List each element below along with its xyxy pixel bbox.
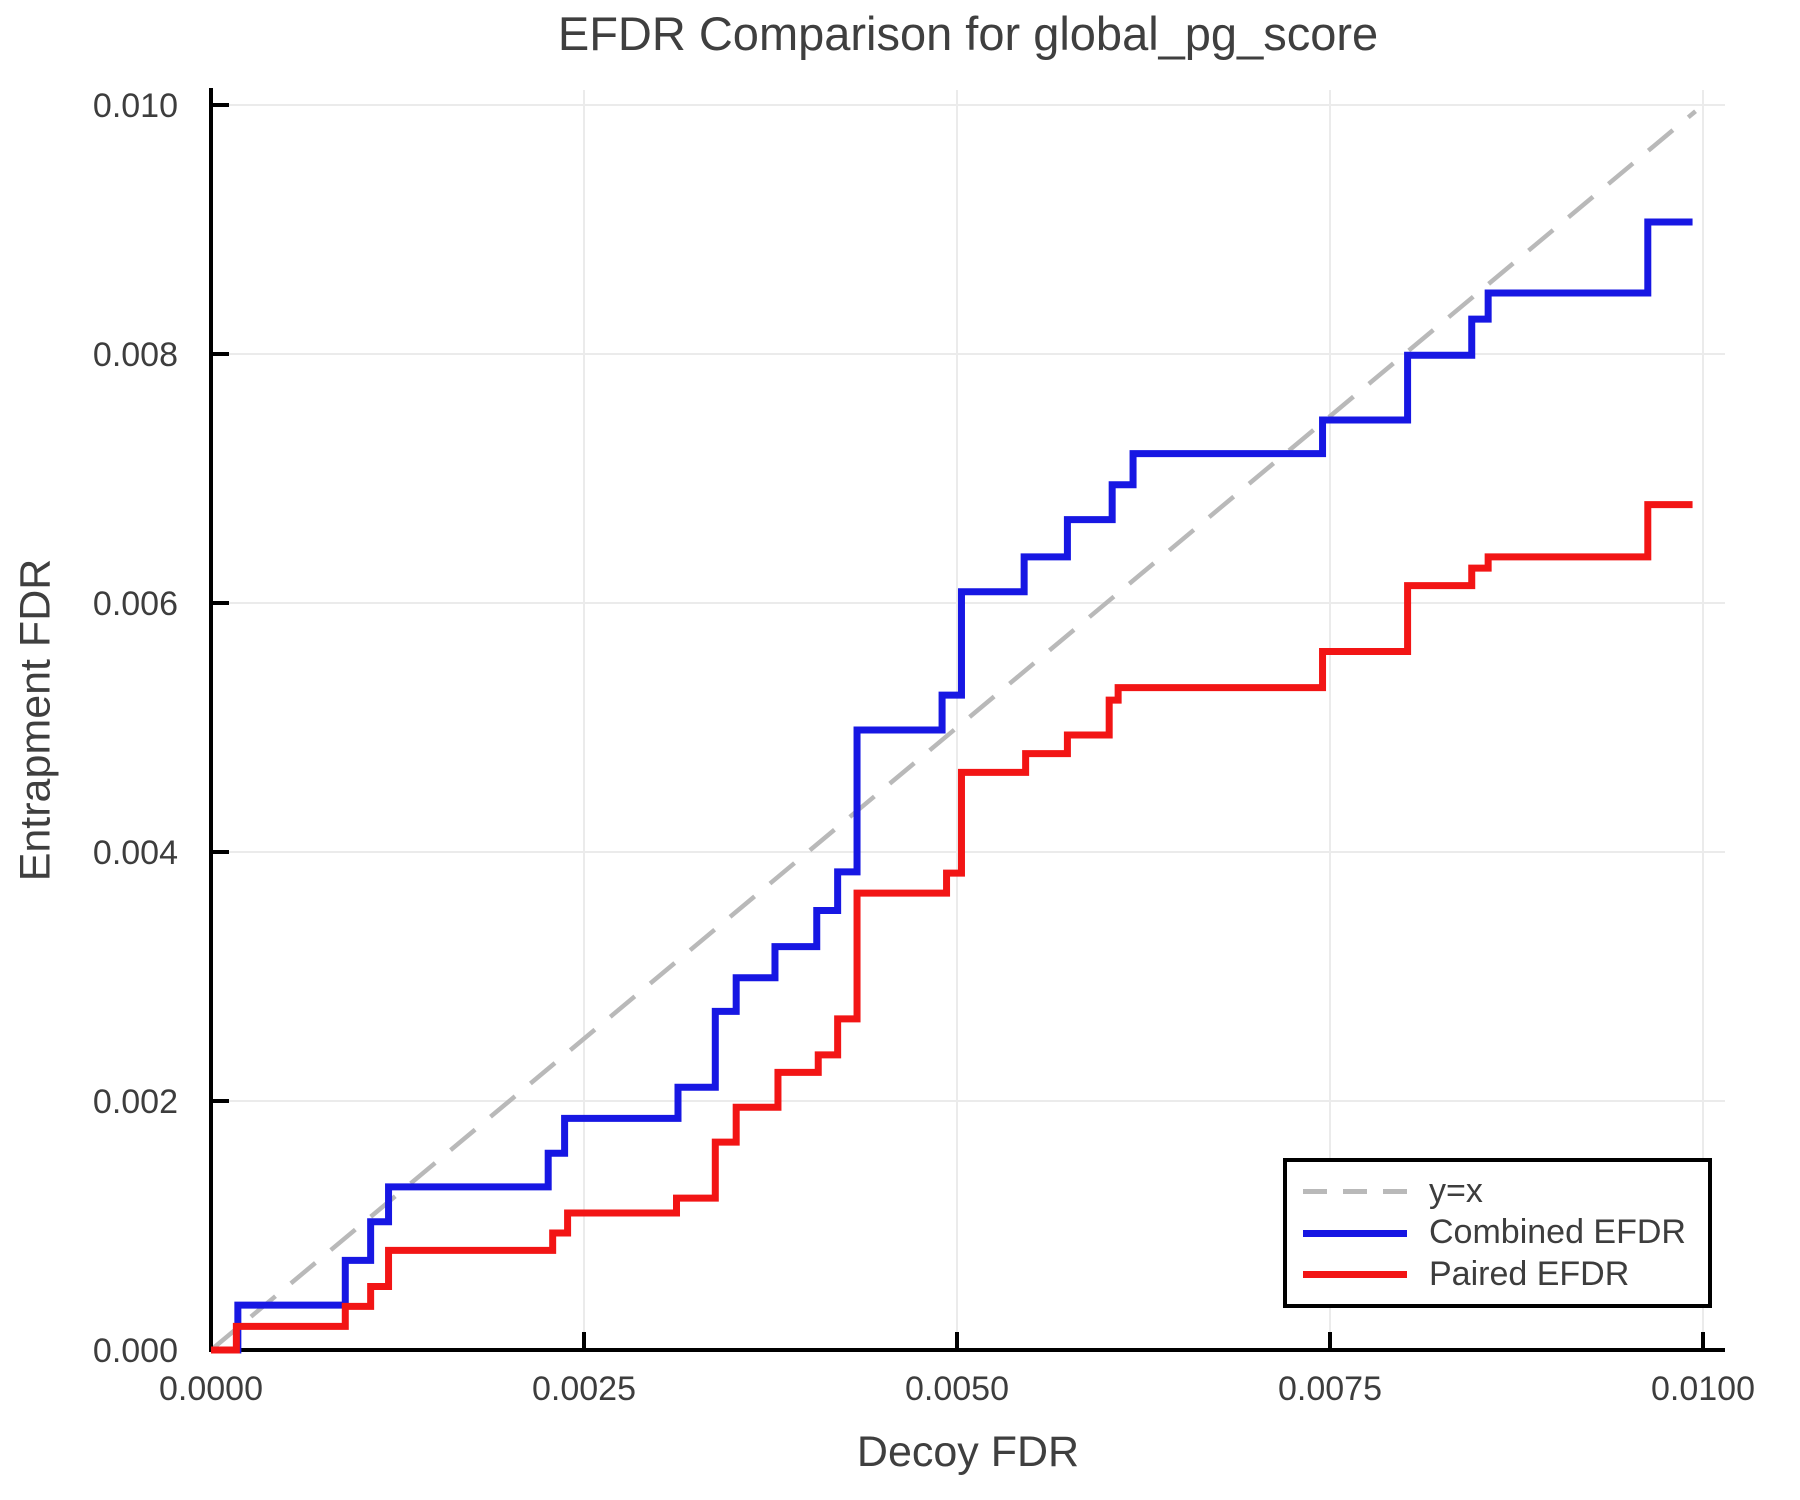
legend-item-yx: y=x — [1303, 1171, 1708, 1210]
legend-label: Paired EFDR — [1429, 1254, 1630, 1293]
y-tick-label: 0.006 — [93, 585, 178, 623]
y-tick-label: 0.000 — [93, 1332, 178, 1370]
y-tick-label: 0.010 — [93, 87, 178, 125]
chart-title: EFDR Comparison for global_pg_score — [557, 7, 1379, 60]
legend-item-paired-efdr: Paired EFDR — [1303, 1254, 1708, 1293]
x-tick-label: 0.0025 — [532, 1370, 636, 1408]
dashed-line-icon — [1303, 1189, 1407, 1195]
x-tick-label: 0.0100 — [1651, 1370, 1755, 1408]
legend-item-combined-efdr: Combined EFDR — [1303, 1213, 1708, 1252]
legend: y=x Combined EFDR Paired EFDR — [1283, 1158, 1712, 1308]
y-axis-label: Entrapment FDR — [11, 558, 60, 882]
series-paired-efdr — [211, 501, 1693, 1354]
series-combined-efdr — [211, 218, 1693, 1354]
y-tick-label: 0.004 — [93, 834, 178, 872]
x-tick-label: 0.0050 — [905, 1370, 1009, 1408]
blue-line-icon — [1303, 1229, 1407, 1237]
red-line-icon — [1303, 1270, 1407, 1278]
x-axis-label: Decoy FDR — [856, 1428, 1080, 1476]
legend-label: Combined EFDR — [1429, 1213, 1686, 1252]
x-tick-label: 0.0000 — [159, 1370, 263, 1408]
legend-label: y=x — [1429, 1171, 1483, 1210]
reference-line-y-equals-x — [209, 109, 1697, 1352]
x-tick-label: 0.0075 — [1278, 1370, 1382, 1408]
y-tick-label: 0.002 — [93, 1083, 178, 1121]
y-tick-label: 0.008 — [93, 336, 178, 374]
